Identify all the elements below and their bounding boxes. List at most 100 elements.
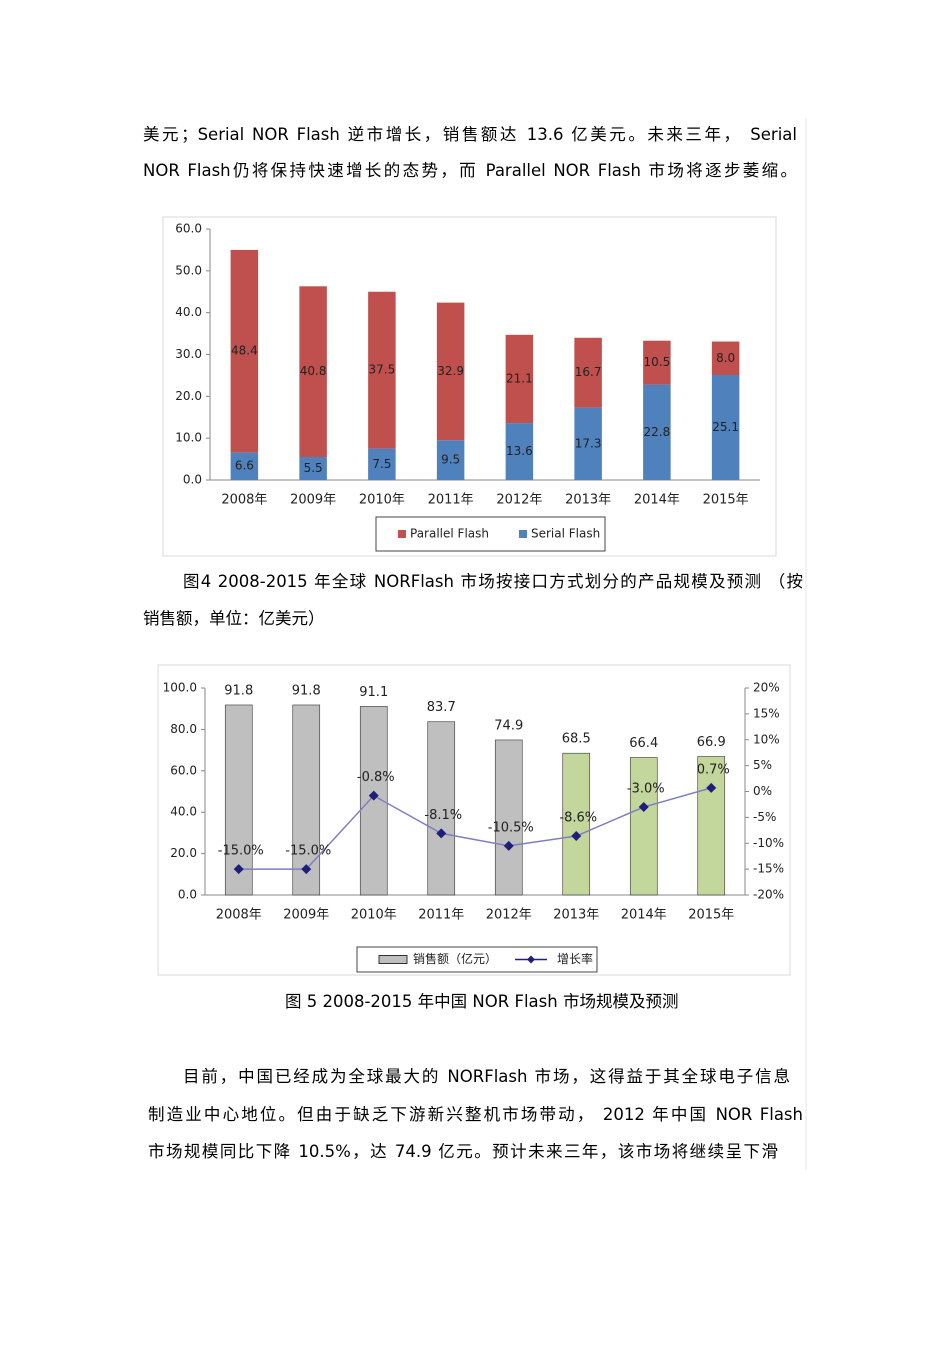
y2-tick-label: -15%	[753, 862, 784, 876]
bar-segment	[711, 374, 740, 480]
value-label: -15.0%	[285, 844, 331, 859]
value-label: 17.3	[575, 436, 602, 450]
bar-segment	[368, 291, 396, 449]
value-label: 8.0	[716, 351, 735, 365]
value-label: 40.8	[300, 364, 327, 378]
legend-swatch	[518, 530, 527, 538]
text-line: 目前，中国已经成为全球最大的 NORFlash 市场，这得益于其全球电子信息	[183, 1067, 790, 1086]
bar	[697, 756, 726, 896]
value-label: 7.5	[372, 457, 391, 471]
caption: 图4 2008-2015 年全球 NORFlash 市场按接口方式划分的产品规模…	[183, 572, 803, 591]
bar-segment	[574, 407, 602, 480]
y-tick-label: 60.0	[170, 763, 197, 777]
line-marker	[436, 828, 447, 839]
x-tick-label: 2010年	[359, 493, 405, 508]
legend-frame	[375, 516, 606, 552]
x-tick-label: 2015年	[688, 908, 734, 923]
y-tick-label: 30.0	[175, 347, 202, 361]
value-label: 32.9	[437, 364, 464, 378]
x-tick-label: 2014年	[621, 908, 667, 923]
value-label: 37.5	[369, 363, 396, 377]
bar-segment	[505, 423, 534, 480]
y2-tick-label: -20%	[753, 888, 784, 902]
y-tick-label: 60.0	[175, 222, 202, 236]
value-label: 21.1	[506, 371, 533, 385]
value-label: 91.1	[359, 685, 388, 700]
value-label: 9.5	[441, 453, 460, 467]
bar-segment	[299, 286, 327, 457]
x-tick-label: 2013年	[565, 493, 611, 508]
bar-segment	[574, 337, 602, 408]
bar-segment	[436, 302, 465, 441]
y-tick-label: 0.0	[183, 473, 202, 487]
caption: 图 5 2008-2015 年中国 NOR Flash 市场规模及预测	[285, 992, 679, 1011]
x-tick-label: 2012年	[486, 908, 532, 923]
bar-segment	[230, 452, 259, 480]
y2-tick-label: 5%	[753, 758, 772, 772]
bar	[292, 704, 321, 896]
y-tick-label: 10.0	[175, 431, 202, 445]
line-marker	[706, 782, 717, 793]
value-label: -3.0%	[627, 782, 665, 797]
bar-segment	[436, 440, 465, 480]
bar-segment	[230, 249, 259, 453]
legend-label: Parallel Flash	[410, 527, 489, 541]
y-tick-label: 0.0	[178, 888, 197, 902]
x-tick-label: 2011年	[418, 908, 464, 923]
legend-swatch	[378, 955, 408, 964]
bar	[494, 739, 523, 896]
text-line: NOR Flash仍将保持快速增长的态势，而 Parallel NOR Flas…	[143, 161, 797, 180]
legend-label: 销售额（亿元）	[413, 951, 497, 966]
value-label: 91.8	[292, 683, 321, 698]
x-tick-label: 2015年	[703, 493, 749, 508]
y-tick-label: 80.0	[170, 722, 197, 736]
line-marker	[368, 790, 379, 801]
y-tick-label: 50.0	[175, 263, 202, 277]
x-tick-label: 2009年	[290, 493, 336, 508]
value-label: 68.5	[562, 732, 591, 747]
x-tick-label: 2010年	[351, 908, 397, 923]
bar	[427, 721, 456, 896]
value-label: -0.8%	[357, 770, 395, 785]
y-tick-label: 100.0	[163, 681, 197, 695]
bar-segment	[505, 334, 534, 424]
text-line: 市场规模同比下降 10.5%，达 74.9 亿元。预计未来三年，该市场将继续呈下…	[148, 1142, 778, 1161]
x-tick-label: 2013年	[553, 908, 599, 923]
x-tick-label: 2014年	[634, 493, 680, 508]
y-tick-label: 20.0	[175, 389, 202, 403]
x-tick-label: 2011年	[428, 493, 474, 508]
legend-marker	[527, 955, 536, 964]
line	[238, 787, 712, 870]
bar-segment	[299, 456, 327, 480]
value-label: 48.4	[231, 344, 258, 358]
value-label: 10.5	[644, 355, 671, 369]
y2-tick-label: 0%	[753, 784, 772, 798]
x-tick-label: 2012年	[496, 493, 542, 508]
y2-tick-label: -5%	[753, 810, 776, 824]
x-tick-label: 2009年	[283, 908, 329, 923]
value-label: 5.5	[304, 461, 323, 475]
line-marker	[233, 864, 244, 875]
y2-tick-label: 10%	[753, 732, 780, 746]
x-tick-label: 2008年	[216, 908, 262, 923]
text-line: 美元；Serial NOR Flash 逆市增长，销售额达 13.6 亿美元。未…	[143, 125, 797, 144]
line-marker	[503, 840, 514, 851]
value-label: 91.8	[224, 683, 253, 698]
bar	[562, 752, 591, 896]
chart-frame	[157, 664, 791, 976]
caption: 销售额，单位：亿美元）	[143, 609, 325, 628]
y-tick-label: 40.0	[175, 305, 202, 319]
text-line: 制造业中心地位。但由于缺乏下游新兴整机市场带动， 2012 年中国 NOR Fl…	[148, 1105, 803, 1124]
line-marker	[638, 802, 649, 813]
y-tick-label: 20.0	[170, 846, 197, 860]
y2-tick-label: -10%	[753, 836, 784, 850]
value-label: 0.7%	[697, 762, 730, 777]
value-label: 13.6	[506, 444, 533, 458]
value-label: 25.1	[712, 420, 739, 434]
value-label: 66.4	[629, 736, 658, 751]
value-label: -8.6%	[559, 811, 597, 826]
value-label: 74.9	[494, 718, 523, 733]
value-label: -10.5%	[488, 820, 534, 835]
